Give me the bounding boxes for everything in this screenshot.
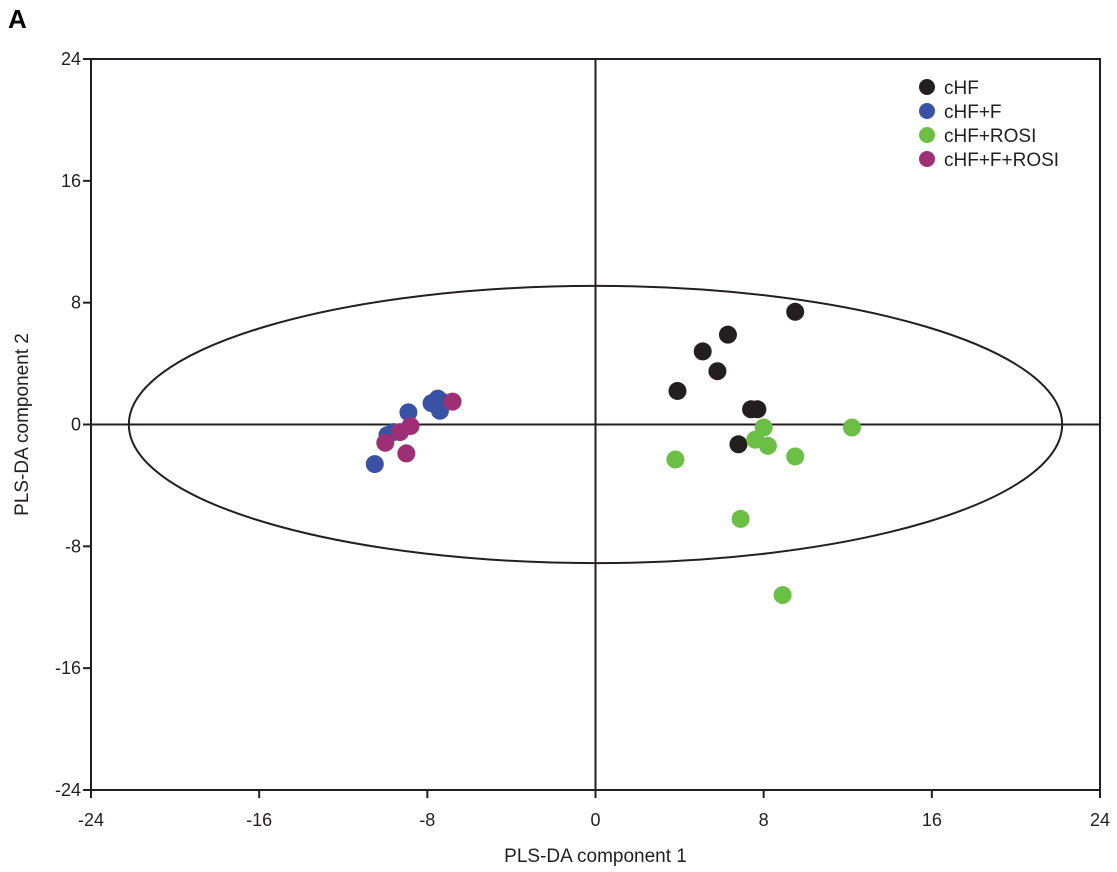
legend-label: cHF — [944, 78, 979, 99]
x-axis-label: PLS-DA component 1 — [504, 846, 687, 867]
data-point-chf-plus-rosi — [666, 450, 685, 469]
data-point-chf — [786, 302, 805, 321]
legend-marker — [919, 151, 935, 167]
data-point-chf-plus-rosi — [731, 509, 750, 528]
data-point-chf — [708, 362, 727, 381]
y-axis-label: PLS-DA component 2 — [12, 333, 33, 516]
y-tick-label: -16 — [55, 658, 81, 678]
y-tick-label: -8 — [65, 536, 81, 556]
x-tick-label: 24 — [1090, 810, 1110, 830]
data-point-chf — [668, 381, 687, 400]
plot-area: -24 -16 -8 0 8 16 24 -24 -16 -8 0 8 16 24 — [55, 49, 1110, 830]
x-tick-label: 0 — [590, 810, 600, 830]
y-tick-label: 16 — [61, 171, 81, 191]
data-point-chf-plus-f — [365, 455, 384, 474]
legend-marker — [919, 79, 935, 95]
legend-label: cHF+F — [944, 102, 1002, 123]
data-point-chf-plus-rosi — [786, 447, 805, 466]
data-point-chf-plus-f-plus-rosi — [443, 392, 462, 411]
x-tick-label: -8 — [419, 810, 435, 830]
data-point-chf-plus-rosi — [842, 418, 861, 437]
data-point-chf-plus-f-plus-rosi — [376, 433, 395, 452]
x-tick-label: 8 — [759, 810, 769, 830]
y-tick-label: 0 — [71, 415, 81, 435]
legend-label: cHF+ROSI — [944, 126, 1036, 147]
data-point-chf-plus-f — [430, 401, 449, 420]
data-point-chf — [718, 325, 737, 344]
data-markers — [365, 302, 861, 605]
legend-marker — [919, 127, 935, 143]
legend: cHF cHF+F cHF+ROSI cHF+F+ROSI — [919, 78, 1059, 171]
x-tick-label: -24 — [78, 810, 104, 830]
confidence-ellipse — [127, 284, 1064, 565]
y-tick-label: 24 — [61, 49, 81, 69]
panel-label: A — [8, 4, 27, 34]
legend-label: cHF+F+ROSI — [944, 150, 1059, 171]
data-point-chf-plus-rosi — [773, 586, 792, 605]
data-point-chf — [748, 400, 767, 419]
legend-marker — [919, 103, 935, 119]
data-point-chf-plus-f-plus-rosi — [397, 444, 416, 463]
data-point-chf — [693, 342, 712, 361]
data-point-chf-plus-f — [399, 403, 418, 422]
y-tick-label: -24 — [55, 780, 81, 800]
data-point-chf-plus-rosi — [758, 436, 777, 455]
data-point-chf — [729, 435, 748, 454]
x-tick-label: -16 — [246, 810, 272, 830]
data-point-chf-plus-f-plus-rosi — [391, 423, 410, 442]
x-tick-label: 16 — [922, 810, 942, 830]
y-tick-label: 8 — [71, 293, 81, 313]
